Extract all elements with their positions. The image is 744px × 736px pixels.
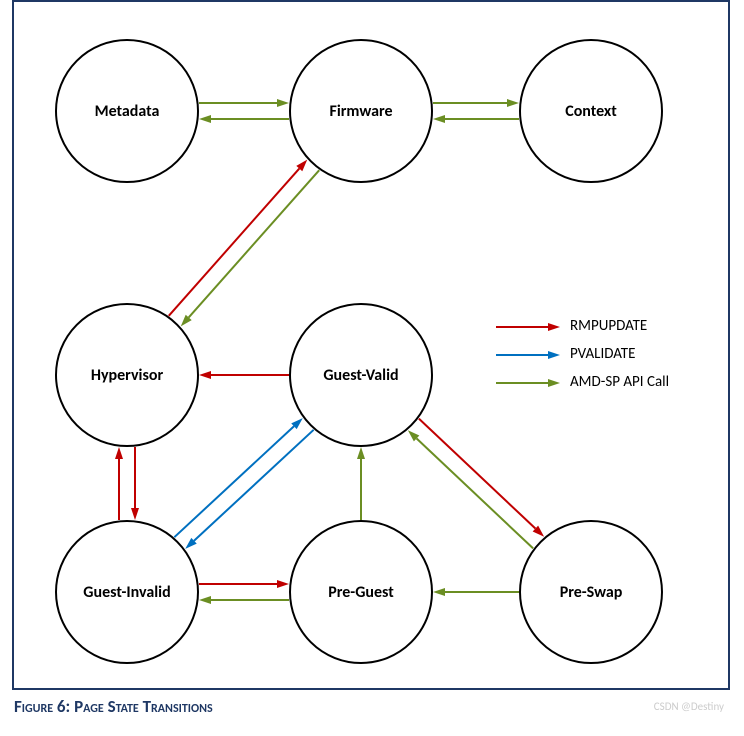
figure-container: Metadata Firmware Context Hypervisor Guest-V… xyxy=(0,0,744,736)
legend-arrow-icon xyxy=(494,375,564,391)
node-preguest: Pre-Guest xyxy=(289,520,433,664)
node-preswap: Pre-Swap xyxy=(519,520,663,664)
watermark: CSDN @Destiny xyxy=(654,700,724,713)
legend-label: PVALIDATE xyxy=(570,345,635,363)
node-label: Pre-Swap xyxy=(560,583,623,602)
node-label: Hypervisor xyxy=(91,366,163,385)
node-label: Guest-Invalid xyxy=(83,583,170,602)
node-label: Guest-Valid xyxy=(323,366,398,385)
node-label: Firmware xyxy=(329,102,392,121)
node-guestinvalid: Guest-Invalid xyxy=(55,520,199,664)
node-label: Metadata xyxy=(95,102,160,121)
node-context: Context xyxy=(519,39,663,183)
node-label: Context xyxy=(565,102,617,121)
node-firmware: Firmware xyxy=(289,39,433,183)
node-hypervisor: Hypervisor xyxy=(55,303,199,447)
figure-caption: Figure 6: Page State Transitions xyxy=(14,696,213,717)
node-label: Pre-Guest xyxy=(328,583,394,602)
node-guestvalid: Guest-Valid xyxy=(289,303,433,447)
legend-label: AMD-SP API Call xyxy=(570,373,669,391)
legend-label: RMPUPDATE xyxy=(570,317,647,335)
node-metadata: Metadata xyxy=(55,39,199,183)
legend-arrow-icon xyxy=(494,319,564,335)
legend-arrow-icon xyxy=(494,347,564,363)
